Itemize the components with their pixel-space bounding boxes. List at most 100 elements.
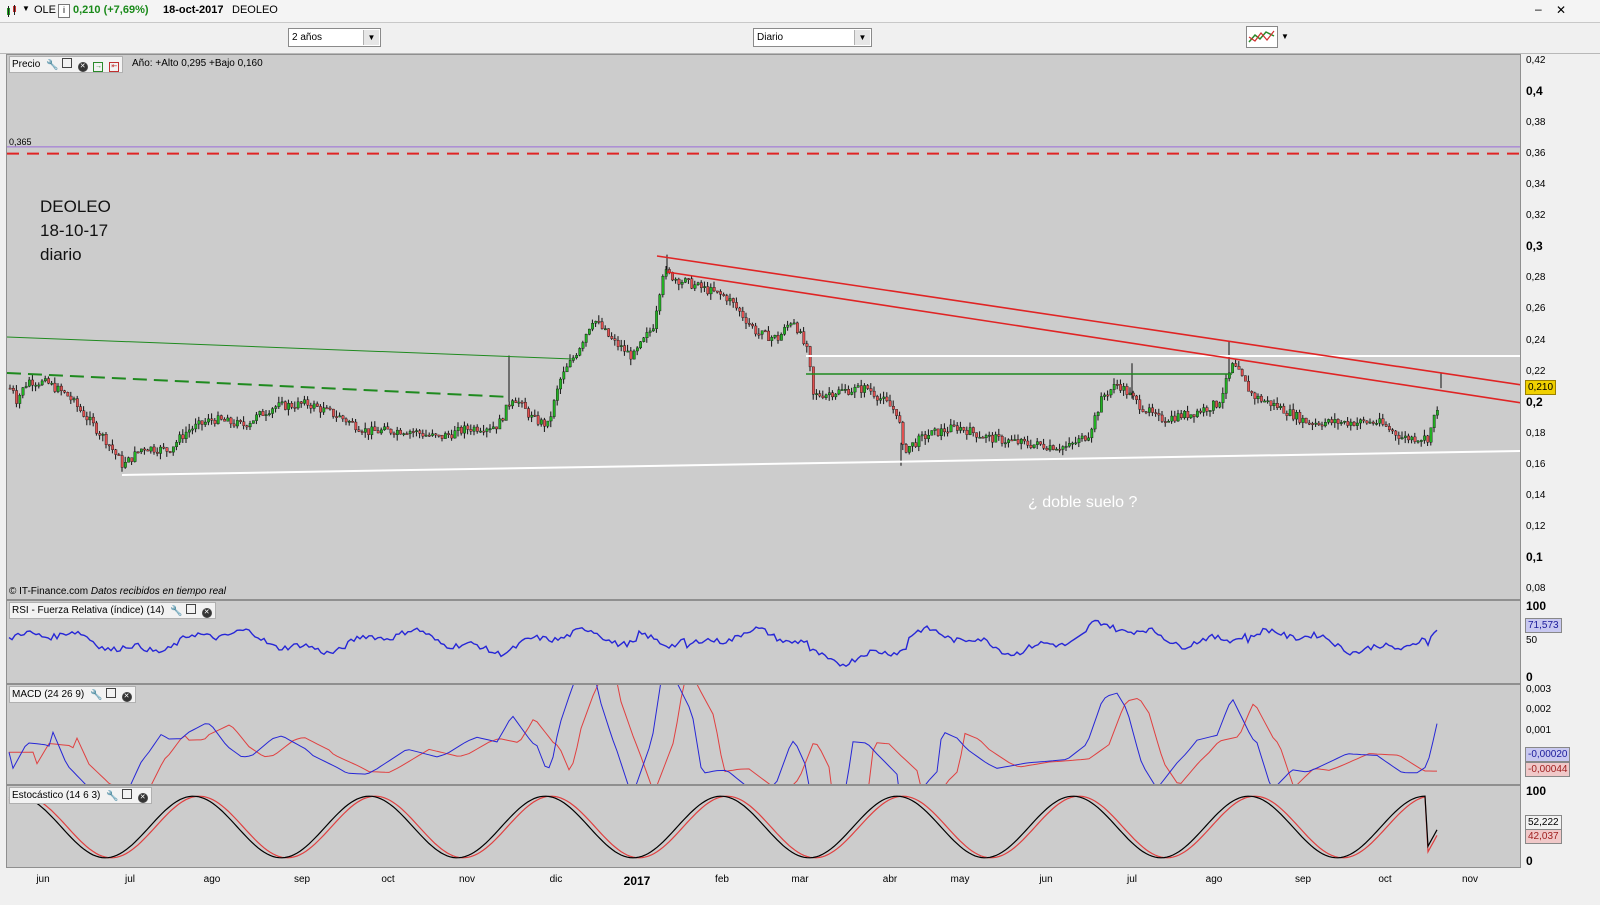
candle: [1307, 419, 1311, 426]
candle: [1269, 400, 1273, 412]
close-icon[interactable]: ✕: [201, 608, 212, 618]
candle: [882, 391, 886, 405]
rsi-tick-label: 0: [1526, 670, 1533, 684]
candle: [258, 410, 262, 418]
price-tick-label: 0,08: [1526, 583, 1546, 594]
close-icon[interactable]: ✕: [137, 793, 148, 803]
window-icon[interactable]: [105, 688, 116, 698]
candle: [1090, 427, 1094, 443]
candle: [203, 418, 207, 427]
candle: [786, 320, 790, 331]
chevron-down-icon[interactable]: ▼: [363, 30, 379, 45]
candle: [1023, 436, 1027, 445]
candle: [783, 324, 787, 336]
delete-icon[interactable]: ⇤: [109, 62, 120, 72]
price-tick-label: 0,34: [1526, 179, 1546, 191]
chevron-down-icon[interactable]: ▼: [1281, 32, 1289, 41]
stoch-d-line: [8, 795, 1438, 859]
candle: [466, 423, 470, 435]
wrench-icon[interactable]: 🔧: [106, 791, 119, 802]
time-tick-label: oct: [381, 874, 395, 885]
candle: [1167, 419, 1171, 423]
chevron-down-icon[interactable]: ▼: [22, 4, 30, 13]
wrench-icon[interactable]: 🔧: [170, 606, 183, 617]
candle: [1333, 413, 1337, 428]
candle: [1208, 410, 1212, 417]
rsi-line: [8, 619, 1438, 668]
close-icon[interactable]: ✕: [121, 692, 132, 702]
candle: [1173, 410, 1177, 423]
candle: [1282, 403, 1286, 414]
candle: [428, 432, 431, 437]
candle: [223, 417, 226, 422]
candle: [60, 383, 63, 396]
candle: [1432, 414, 1436, 433]
export-icon[interactable]: →: [93, 62, 104, 72]
candle: [892, 400, 895, 414]
rsi-axis: 100 50 0 71,573: [1522, 599, 1600, 684]
candle: [21, 387, 25, 399]
candle: [111, 439, 115, 454]
candle: [584, 333, 588, 347]
candle: [940, 424, 943, 441]
candle: [1413, 432, 1417, 444]
macd-value-badge: -0,00020: [1525, 747, 1571, 763]
stoch-k-badge: 52,222: [1525, 815, 1562, 830]
candle: [1336, 418, 1340, 430]
close-icon[interactable]: ✕: [77, 62, 88, 72]
wrench-icon[interactable]: 🔧: [46, 60, 59, 71]
candle: [1272, 399, 1276, 411]
candle: [216, 411, 220, 425]
candle: [274, 405, 278, 413]
wrench-icon[interactable]: 🔧: [90, 690, 103, 701]
candle: [815, 389, 819, 400]
candle: [434, 433, 438, 438]
candle: [1135, 394, 1139, 405]
window-icon[interactable]: [185, 604, 196, 614]
macd-chart[interactable]: [7, 685, 1521, 785]
stoch-chart[interactable]: [7, 786, 1521, 868]
chart-type-button[interactable]: [1246, 26, 1278, 48]
price-tick-label: 0,14: [1526, 489, 1546, 501]
candle: [1368, 418, 1372, 424]
macd-line: [8, 685, 1438, 784]
symbol-label: OLE: [34, 4, 57, 16]
green-trend-line: [7, 336, 574, 360]
candle: [748, 318, 751, 327]
stoch-axis: 100 0 52,222 42,037: [1522, 784, 1600, 868]
candle: [255, 411, 258, 425]
stoch-k-line: [8, 795, 1438, 859]
candle: [1384, 421, 1388, 428]
window-icon[interactable]: [61, 58, 72, 68]
candle: [1170, 410, 1174, 424]
candle: [69, 391, 73, 404]
candle: [1122, 382, 1126, 396]
candle: [517, 397, 521, 408]
candle: [168, 450, 172, 454]
candle: [341, 414, 345, 422]
candle: [268, 410, 271, 417]
candle: [1016, 434, 1020, 446]
close-icon[interactable]: ✕: [1556, 3, 1567, 17]
candle: [453, 425, 457, 439]
candle: [130, 457, 134, 465]
candle: [418, 429, 422, 439]
candlestick-icon[interactable]: [5, 4, 19, 18]
period-select[interactable]: 2 años ▼: [288, 28, 381, 47]
candle: [373, 421, 377, 431]
chevron-down-icon[interactable]: ▼: [854, 30, 870, 45]
info-icon[interactable]: i: [58, 4, 70, 18]
window-icon[interactable]: [121, 789, 132, 799]
candle: [546, 420, 550, 429]
candle: [402, 432, 406, 437]
candle: [504, 404, 508, 421]
interval-select[interactable]: Diario ▼: [753, 28, 872, 47]
candle: [508, 401, 511, 410]
price-chart[interactable]: [7, 55, 1521, 600]
rsi-chart[interactable]: [7, 601, 1521, 684]
candle: [1071, 441, 1075, 450]
candle: [684, 277, 687, 284]
candle: [15, 385, 18, 408]
minimize-icon[interactable]: ‒: [1535, 2, 1542, 16]
candle: [367, 428, 370, 440]
